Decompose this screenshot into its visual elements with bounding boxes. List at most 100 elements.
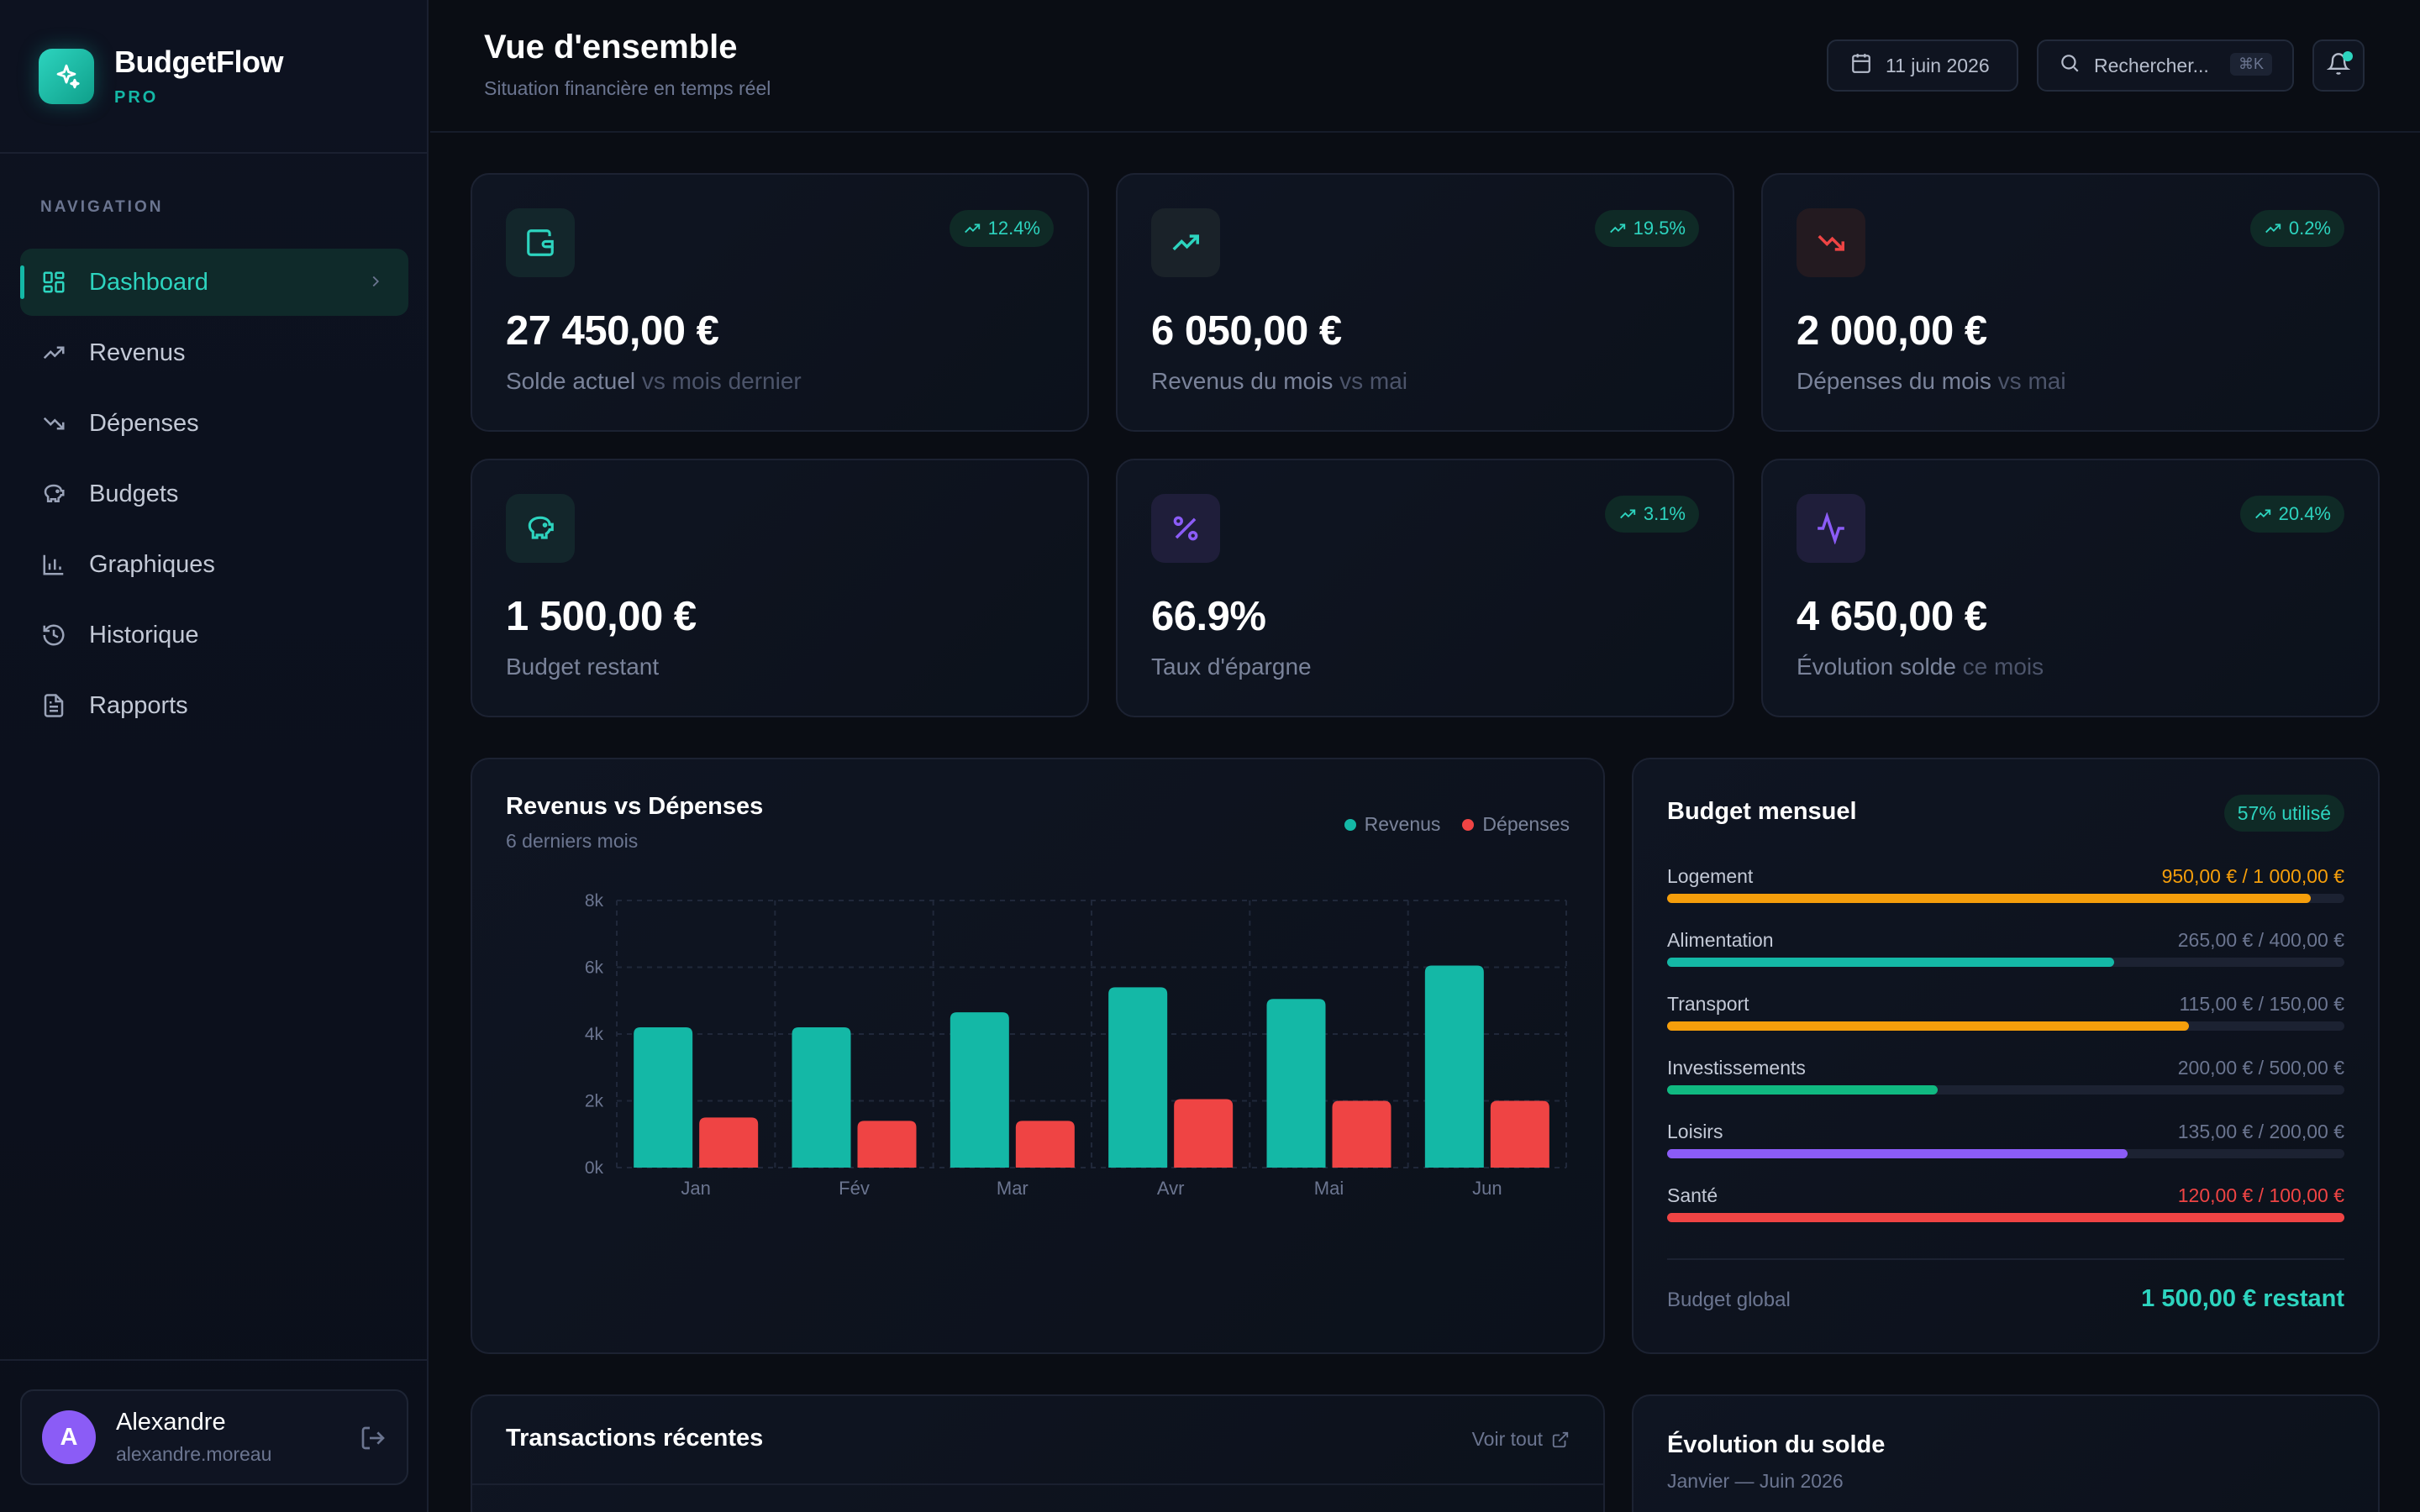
sidebar-item-historique[interactable]: Historique — [20, 601, 408, 669]
bar-dpenses[interactable] — [1174, 1099, 1234, 1168]
notifications-button[interactable] — [2312, 39, 2365, 92]
sidebar-item-label: Dashboard — [89, 268, 208, 296]
stat-label: Taux d'épargne — [1151, 654, 1312, 680]
progress-fill — [1667, 1085, 1939, 1095]
budget-global-label: Budget global — [1667, 1289, 1791, 1311]
budget-card: Budget mensuel 57% utilisé Logement 950,0… — [1632, 758, 2380, 1354]
trend-value: 3.1% — [1643, 503, 1686, 524]
bar-revenus[interactable] — [634, 1027, 693, 1168]
view-all-link[interactable]: Voir tout — [1472, 1428, 1570, 1451]
bar-dpenses[interactable] — [699, 1117, 759, 1168]
brand-tier: PRO — [114, 88, 159, 107]
user-card[interactable]: A Alexandre alexandre.moreau — [20, 1389, 408, 1485]
stat-label: Revenus du mois vs mai — [1151, 368, 1408, 394]
file-text-icon — [40, 692, 67, 719]
header: Vue d'ensemble Situation financière en t… — [430, 0, 2420, 133]
progress-fill — [1667, 1021, 2189, 1031]
trend-badge: 20.4% — [2239, 496, 2344, 533]
sidebar-item-label: Budgets — [89, 480, 179, 507]
bar-revenus[interactable] — [950, 1012, 1009, 1168]
bar-dpenses[interactable] — [857, 1121, 917, 1168]
bar-revenus[interactable] — [792, 1027, 851, 1168]
search-input[interactable]: Rechercher... ⌘K — [2037, 39, 2294, 92]
chart-title: Revenus vs Dépenses — [506, 793, 764, 820]
stat-label: Dépenses du mois vs mai — [1797, 368, 2066, 394]
sidebar-item-rapports[interactable]: Rapports — [20, 672, 408, 739]
avatar: A — [42, 1410, 96, 1464]
budget-usage-badge: 57% utilisé — [2223, 795, 2344, 832]
sidebar-item-dashboard[interactable]: Dashboard — [20, 249, 408, 316]
date-picker-button[interactable]: 11 juin 2026 — [1827, 39, 2018, 92]
budget-row: Investissements 200,00 € / 500,00 € — [1667, 1057, 2344, 1107]
bar-revenus[interactable] — [1266, 999, 1326, 1168]
y-tick-label: 2k — [585, 1092, 604, 1111]
search-icon — [2059, 52, 2081, 79]
user-handle: alexandre.moreau — [116, 1443, 272, 1465]
trend-badge: 12.4% — [949, 210, 1054, 247]
budget-row: Transport 115,00 € / 150,00 € — [1667, 993, 2344, 1043]
search-placeholder: Rechercher... — [2094, 54, 2209, 76]
progress-track — [1667, 958, 2344, 967]
trending-up-icon — [1151, 208, 1220, 277]
logout-icon[interactable] — [360, 1425, 387, 1456]
stat-value: 27 450,00 € — [506, 308, 719, 354]
progress-track — [1667, 1085, 2344, 1095]
trend-value: 0.2% — [2288, 218, 2331, 239]
budget-category: Transport — [1667, 993, 1749, 1015]
sidebar-item-label: Dépenses — [89, 409, 199, 437]
divider — [1667, 1258, 2344, 1260]
progress-fill — [1667, 1213, 2344, 1222]
date-label: 11 juin 2026 — [1886, 54, 1990, 76]
trending-up-icon — [2265, 223, 2281, 234]
budget-row: Alimentation 265,00 € / 400,00 € — [1667, 929, 2344, 979]
budget-row: Loisirs 135,00 € / 200,00 € — [1667, 1121, 2344, 1171]
budget-amount: 135,00 € / 200,00 € — [2177, 1121, 2344, 1142]
percent-icon — [1151, 494, 1220, 563]
bar-chart-icon — [40, 551, 67, 578]
stat-card-solde: 12.4% 27 450,00 € Solde actuel vs mois d… — [471, 173, 1089, 432]
sidebar-item-label: Historique — [89, 621, 199, 648]
budget-row: Logement 950,00 € / 1 000,00 € — [1667, 865, 2344, 916]
budget-amount: 115,00 € / 150,00 € — [2179, 993, 2344, 1015]
stat-card-depenses: 0.2% 2 000,00 € Dépenses du mois vs mai — [1761, 173, 2380, 432]
sidebar-item-budgets[interactable]: Budgets — [20, 460, 408, 528]
bar-dpenses[interactable] — [1490, 1100, 1549, 1168]
bar-dpenses[interactable] — [1015, 1121, 1075, 1168]
sidebar-item-label: Rapports — [89, 691, 188, 719]
trend-value: 20.4% — [2278, 503, 2331, 524]
budget-category: Logement — [1667, 865, 1754, 887]
stat-card-revenus: 19.5% 6 050,00 € Revenus du mois vs mai — [1116, 173, 1734, 432]
stat-value: 6 050,00 € — [1151, 308, 1342, 354]
dashboard-icon — [40, 269, 67, 296]
activity-icon — [1797, 494, 1865, 563]
stat-value: 1 500,00 € — [506, 594, 697, 639]
sidebar-item-depenses[interactable]: Dépenses — [20, 390, 408, 457]
transactions-card: Transactions récentes Voir tout — [471, 1394, 1605, 1512]
progress-track — [1667, 894, 2344, 903]
balance-evolution-card: Évolution du solde Janvier — Juin 2026 — [1632, 1394, 2380, 1512]
trend-badge: 3.1% — [1604, 496, 1699, 533]
trending-up-icon — [964, 223, 980, 234]
sidebar-item-revenus[interactable]: Revenus — [20, 319, 408, 386]
bar-dpenses[interactable] — [1332, 1100, 1392, 1168]
budget-amount: 120,00 € / 100,00 € — [2177, 1184, 2344, 1206]
budget-category: Investissements — [1667, 1057, 1806, 1079]
trending-down-icon — [1797, 208, 1865, 277]
stat-card-budget-restant: 1 500,00 € Budget restant — [471, 459, 1089, 717]
user-name: Alexandre — [116, 1409, 226, 1436]
progress-fill — [1667, 1149, 2128, 1158]
trending-up-icon — [2254, 509, 2270, 519]
x-tick-label: Avr — [1157, 1178, 1185, 1199]
bar-chart: 0k 2k 4k 6k 8k Jan Fév Mar Avr Mai Jun — [585, 891, 1567, 1199]
trending-up-icon — [1619, 509, 1636, 519]
sidebar-item-graphiques[interactable]: Graphiques — [20, 531, 408, 598]
stat-label: Solde actuel vs mois dernier — [506, 368, 802, 394]
user-area: A Alexandre alexandre.moreau — [0, 1359, 427, 1512]
bar-revenus[interactable] — [1108, 987, 1168, 1168]
notification-dot — [2343, 51, 2353, 61]
stat-label: Budget restant — [506, 654, 660, 680]
bar-revenus[interactable] — [1424, 965, 1484, 1168]
budget-row: Santé 120,00 € / 100,00 € — [1667, 1184, 2344, 1235]
x-tick-label: Jan — [681, 1178, 710, 1199]
y-tick-label: 0k — [585, 1158, 604, 1178]
